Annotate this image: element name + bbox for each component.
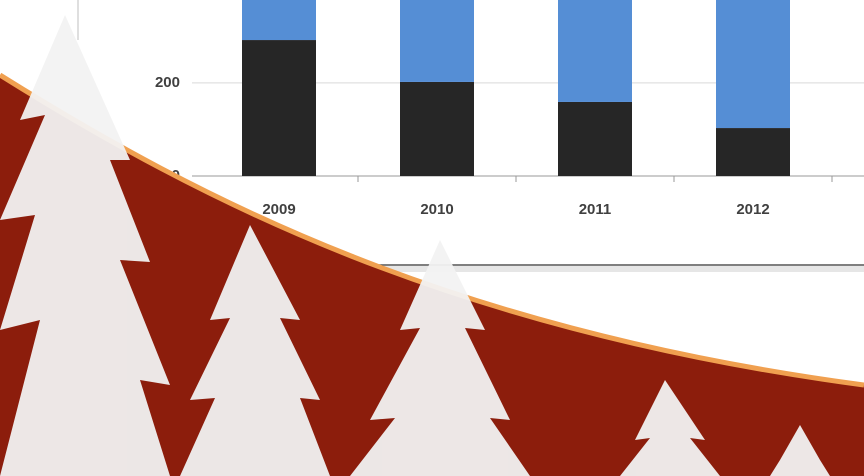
x-tick-label: 2009 (262, 201, 295, 218)
chart-shadow (240, 266, 864, 272)
bar-segment (400, 81, 474, 176)
x-tick-label: 2010 (420, 201, 453, 218)
bar-segment (400, 0, 474, 82)
bar-segment (558, 101, 632, 176)
x-tick-label: 2012 (736, 201, 769, 218)
bar-segment (558, 0, 632, 102)
bar-segment (242, 40, 316, 176)
bar-segment (716, 128, 790, 176)
bars (242, 0, 790, 176)
bar-segment (242, 0, 316, 41)
y-tick-label: 200 (155, 74, 180, 91)
trees (0, 15, 830, 476)
bar-segment (716, 0, 790, 129)
x-tick-label: 2011 (579, 201, 612, 218)
